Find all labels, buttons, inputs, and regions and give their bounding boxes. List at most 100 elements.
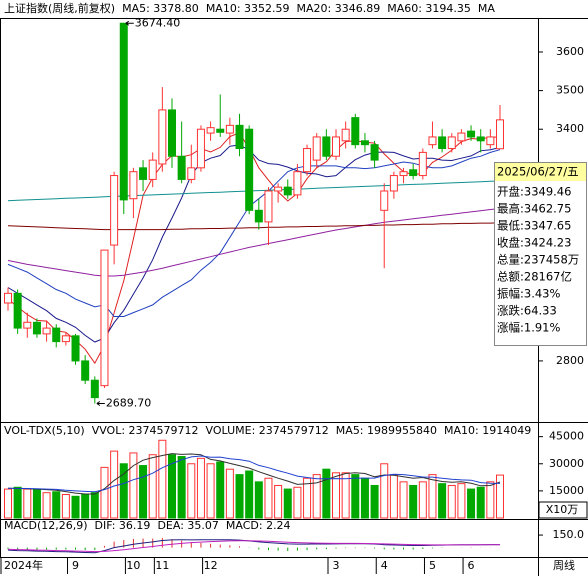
legend-entry: MA60: 3194.35 xyxy=(387,2,471,15)
volume-bar xyxy=(187,463,196,519)
volume-bar xyxy=(370,484,379,519)
volume-bar xyxy=(380,463,389,519)
info-date-bg xyxy=(495,163,586,181)
candle-body xyxy=(283,186,292,196)
volume-bar xyxy=(476,486,485,519)
volume-bar xyxy=(168,454,176,519)
candle-body xyxy=(389,175,398,192)
volume-bar xyxy=(293,486,302,519)
candle-body xyxy=(71,335,80,362)
volume-bar xyxy=(129,452,138,519)
volume-bar xyxy=(283,488,292,519)
volume-bar xyxy=(341,472,350,519)
candle-body xyxy=(196,128,205,169)
volume-bar xyxy=(399,481,408,519)
panel-title: VOL-TDX(5,10) xyxy=(4,424,85,437)
info-box-frame xyxy=(494,162,587,346)
volume-bar xyxy=(216,461,225,519)
candle-body xyxy=(129,171,138,200)
candle-body xyxy=(139,167,148,180)
candle-body xyxy=(264,190,273,223)
info-row: 总额:28167亿 xyxy=(497,270,572,284)
x-tick-label: 2024年 xyxy=(4,558,43,572)
annotation-arrow xyxy=(125,20,134,26)
candle-body xyxy=(110,175,119,246)
volume-bar xyxy=(177,456,186,519)
y-tick-label: 150.0 xyxy=(553,528,585,541)
volume-bar xyxy=(61,494,70,519)
candle-body xyxy=(428,136,437,146)
candle-body xyxy=(177,155,186,180)
candle-body xyxy=(293,171,302,196)
volume-bar xyxy=(71,495,80,519)
candle-body xyxy=(303,148,312,173)
candle-body xyxy=(90,379,99,399)
info-row: 总量:237458万 xyxy=(497,253,579,267)
volume-bar xyxy=(322,468,331,519)
volume-bar xyxy=(90,492,99,519)
ma-line xyxy=(7,132,501,365)
volume-bar xyxy=(351,474,360,519)
info-row: 收盘:3424.23 xyxy=(497,236,571,250)
x-tick-label: 6 xyxy=(468,559,475,572)
candle-body xyxy=(496,119,504,150)
volume-bar xyxy=(409,484,418,519)
info-row: 最低:3347.65 xyxy=(497,219,571,233)
candle-body xyxy=(370,144,379,161)
legend-entry: MA10: 3352.59 xyxy=(206,2,290,15)
unit-box xyxy=(538,501,588,519)
volume-bar xyxy=(32,489,41,519)
volume-bar xyxy=(13,486,22,519)
info-row: 开盘:3349.46 xyxy=(497,185,571,199)
candle-body xyxy=(216,128,225,133)
candle-body xyxy=(341,128,350,142)
x-tick-label: 3 xyxy=(333,559,340,572)
candle-body xyxy=(486,136,495,146)
ma-line xyxy=(7,180,501,202)
candle-body xyxy=(399,171,408,177)
legend-entry: DEA: 35.07 xyxy=(157,519,218,532)
volume-bar xyxy=(360,477,369,519)
annotation: 2689.70 xyxy=(106,397,152,410)
macd-line xyxy=(7,540,500,553)
legend-entry: MA10: 1914049 xyxy=(444,424,531,437)
volume-bar xyxy=(274,484,283,519)
candle-body xyxy=(119,22,128,201)
y-tick-label: 45000 xyxy=(549,430,584,443)
volume-bar xyxy=(148,454,157,519)
y-tick-label: 2800 xyxy=(556,354,584,367)
candle-body xyxy=(380,190,389,211)
volume-bar xyxy=(438,483,447,519)
y-tick-label: 3600 xyxy=(556,45,584,58)
candle-body xyxy=(235,124,244,150)
volume-bar xyxy=(110,450,119,519)
volume-bar xyxy=(158,439,167,519)
candle-body xyxy=(312,136,321,161)
volume-bar xyxy=(496,474,504,519)
candle-body xyxy=(100,249,109,387)
chart-title: 上证指数(周线,前复权) xyxy=(4,1,115,15)
volume-bar xyxy=(389,474,398,519)
y-tick-label: 3400 xyxy=(556,122,584,135)
candle-body xyxy=(360,140,369,146)
volume-bar xyxy=(332,472,340,519)
candle-body xyxy=(254,209,263,223)
candle-body xyxy=(418,151,427,177)
volume-bar xyxy=(225,468,234,519)
volume-bar xyxy=(100,466,109,519)
x-tick-label: 10 xyxy=(126,559,140,572)
candle-body xyxy=(467,130,476,138)
volume-bar xyxy=(303,477,312,519)
candle-body xyxy=(332,136,340,157)
x-tick-label: 4 xyxy=(381,559,388,572)
candle-body xyxy=(187,167,196,180)
candle-body xyxy=(4,292,12,304)
volume-bar xyxy=(139,465,148,519)
legend-entry: MA5: 3378.80 xyxy=(122,2,199,15)
volume-bar xyxy=(428,474,437,519)
volume-bar xyxy=(52,491,61,519)
ma-line xyxy=(7,144,501,343)
x-tick-label: 12 xyxy=(204,559,218,572)
